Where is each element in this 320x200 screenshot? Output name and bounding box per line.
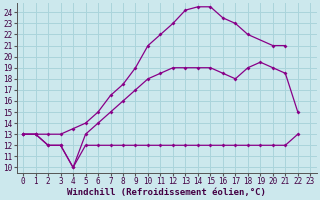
- X-axis label: Windchill (Refroidissement éolien,°C): Windchill (Refroidissement éolien,°C): [67, 188, 266, 197]
